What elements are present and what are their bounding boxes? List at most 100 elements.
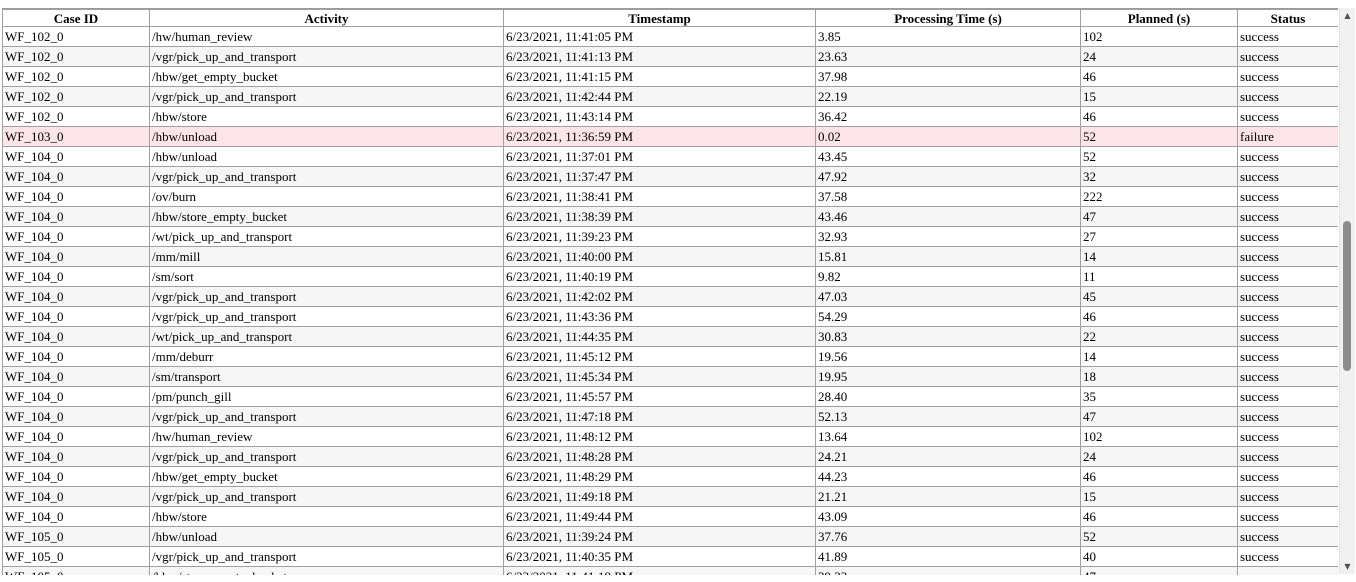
- cell-case-id: WF_104_0: [2, 306, 150, 327]
- table-row[interactable]: WF_104_0/hbw/unload 6/23/2021, 11:37:01 P…: [2, 146, 1338, 167]
- cell-timestamp: 6/23/2021, 11:38:39 PM: [503, 206, 816, 227]
- cell-processing-time: 43.46: [815, 206, 1081, 227]
- cell-case-id: WF_104_0: [2, 286, 150, 307]
- cell-status: success: [1237, 406, 1338, 427]
- table-row[interactable]: WF_104_0/vgr/pick_up_and_transport 6/23/2…: [2, 166, 1338, 187]
- cell-activity: /hw/human_review: [149, 26, 504, 47]
- cell-processing-time: 41.89: [815, 546, 1081, 567]
- cell-case-id: WF_104_0: [2, 166, 150, 187]
- cell-case-id: WF_104_0: [2, 366, 150, 387]
- cell-timestamp: 6/23/2021, 11:48:29 PM: [503, 466, 816, 487]
- scrollbar-thumb[interactable]: [1343, 221, 1351, 371]
- table-row[interactable]: WF_104_0/sm/sort 6/23/2021, 11:40:19 PM 9.…: [2, 266, 1338, 287]
- cell-case-id: WF_104_0: [2, 506, 150, 527]
- cell-activity: /vgr/pick_up_and_transport: [149, 546, 504, 567]
- table-row[interactable]: WF_102_0/hbw/get_empty_bucket 6/23/2021, …: [2, 66, 1338, 87]
- table-row[interactable]: WF_104_0/hbw/get_empty_bucket 6/23/2021, …: [2, 466, 1338, 487]
- cell-processing-time: 21.21: [815, 486, 1081, 507]
- cell-planned: 18: [1080, 366, 1238, 387]
- cell-planned: 222: [1080, 186, 1238, 207]
- cell-processing-time: 52.13: [815, 406, 1081, 427]
- table-row[interactable]: WF_104_0/vgr/pick_up_and_transport 6/23/2…: [2, 286, 1338, 307]
- table-row[interactable]: WF_105_0/vgr/pick_up_and_transport 6/23/2…: [2, 546, 1338, 567]
- table-row[interactable]: WF_104_0/pm/punch_gill 6/23/2021, 11:45:5…: [2, 386, 1338, 407]
- cell-status: success: [1237, 486, 1338, 507]
- table-row[interactable]: WF_104_0/mm/mill 6/23/2021, 11:40:00 PM 15…: [2, 246, 1338, 267]
- table-row[interactable]: WF_104_0/mm/deburr 6/23/2021, 11:45:12 PM…: [2, 346, 1338, 367]
- cell-processing-time: 37.58: [815, 186, 1081, 207]
- table-row[interactable]: WF_104_0/wt/pick_up_and_transport 6/23/20…: [2, 226, 1338, 247]
- table-row[interactable]: WF_104_0/ov/burn 6/23/2021, 11:38:41 PM 37…: [2, 186, 1338, 207]
- cell-status: success: [1237, 146, 1338, 167]
- table-row[interactable]: WF_102_0/hw/human_review 6/23/2021, 11:41…: [2, 26, 1338, 47]
- table-row[interactable]: WF_104_0/sm/transport 6/23/2021, 11:45:34…: [2, 366, 1338, 387]
- cell-processing-time: 19.56: [815, 346, 1081, 367]
- column-header-planned[interactable]: Planned (s): [1080, 9, 1238, 27]
- cell-processing-time: 13.64: [815, 426, 1081, 447]
- column-header-case-id[interactable]: Case ID: [2, 9, 150, 27]
- cell-activity: /hbw/store: [149, 106, 504, 127]
- cell-planned: 22: [1080, 326, 1238, 347]
- cell-status: success: [1237, 46, 1338, 67]
- cell-status: success: [1237, 386, 1338, 407]
- cell-status: success: [1237, 306, 1338, 327]
- cell-planned: 47: [1080, 566, 1238, 575]
- cell-planned: 27: [1080, 226, 1238, 247]
- cell-activity: /pm/punch_gill: [149, 386, 504, 407]
- cell-activity: /vgr/pick_up_and_transport: [149, 286, 504, 307]
- cell-status: success: [1237, 166, 1338, 187]
- table-row[interactable]: WF_104_0/vgr/pick_up_and_transport 6/23/2…: [2, 486, 1338, 507]
- cell-processing-time: 15.81: [815, 246, 1081, 267]
- table-row[interactable]: WF_104_0/vgr/pick_up_and_transport 6/23/2…: [2, 406, 1338, 427]
- cell-processing-time: 47.03: [815, 286, 1081, 307]
- table-row[interactable]: WF_104_0/vgr/pick_up_and_transport 6/23/2…: [2, 446, 1338, 467]
- cell-planned: 35: [1080, 386, 1238, 407]
- cell-status: success: [1237, 246, 1338, 267]
- table-row[interactable]: WF_105_0/hbw/unload 6/23/2021, 11:39:24 P…: [2, 526, 1338, 547]
- table-row[interactable]: WF_104_0/hw/human_review 6/23/2021, 11:48…: [2, 426, 1338, 447]
- table-viewport[interactable]: WF_102_0 /vgr/pick_up_and_transport 6/23…: [2, 8, 1338, 575]
- vertical-scrollbar[interactable]: ▲ ▼: [1339, 8, 1355, 574]
- table-row[interactable]: WF_104_0/hbw/store 6/23/2021, 11:49:44 PM…: [2, 506, 1338, 527]
- cell-planned: 24: [1080, 46, 1238, 67]
- cell-timestamp: 6/23/2021, 11:37:01 PM: [503, 146, 816, 167]
- table-row[interactable]: WF_102_0/vgr/pick_up_and_transport 6/23/2…: [2, 46, 1338, 67]
- cell-timestamp: 6/23/2021, 11:43:36 PM: [503, 306, 816, 327]
- cell-processing-time: 36.42: [815, 106, 1081, 127]
- scroll-up-arrow-icon[interactable]: ▲: [1344, 11, 1351, 20]
- column-header-timestamp[interactable]: Timestamp: [503, 9, 816, 27]
- cell-status: success: [1237, 206, 1338, 227]
- cell-status: success: [1237, 226, 1338, 247]
- column-header-processing-time[interactable]: Processing Time (s): [815, 9, 1081, 27]
- cell-processing-time: 0.02: [815, 126, 1081, 147]
- cell-planned: 46: [1080, 66, 1238, 87]
- cell-planned: 46: [1080, 306, 1238, 327]
- cell-case-id: WF_102_0: [2, 86, 150, 107]
- cell-activity: /wt/pick_up_and_transport: [149, 326, 504, 347]
- table-row[interactable]: WF_104_0/wt/pick_up_and_transport 6/23/20…: [2, 326, 1338, 347]
- table-row[interactable]: WF_104_0/hbw/store_empty_bucket 6/23/2021…: [2, 206, 1338, 227]
- cell-activity: /hbw/get_empty_bucket: [149, 66, 504, 87]
- cell-processing-time: 43.09: [815, 506, 1081, 527]
- cell-status: success: [1237, 346, 1338, 367]
- cell-case-id: WF_105_0: [2, 566, 150, 575]
- table-row[interactable]: WF_102_0/hbw/store 6/23/2021, 11:43:14 PM…: [2, 106, 1338, 127]
- cell-activity: /hw/human_review: [149, 426, 504, 447]
- table-row[interactable]: WF_105_0/hbw/store_empty_bucket6/23/2021…: [2, 566, 1338, 575]
- cell-planned: 46: [1080, 506, 1238, 527]
- cell-timestamp: 6/23/2021, 11:39:24 PM: [503, 526, 816, 547]
- cell-processing-time: 37.98: [815, 66, 1081, 87]
- column-header-activity[interactable]: Activity: [149, 9, 504, 27]
- cell-timestamp: 6/23/2021, 11:41:13 PM: [503, 46, 816, 67]
- cell-planned: 52: [1080, 526, 1238, 547]
- cell-timestamp: 6/23/2021, 11:44:35 PM: [503, 326, 816, 347]
- column-header-status[interactable]: Status: [1237, 9, 1338, 27]
- cell-timestamp: 6/23/2021, 11:41:19 PM: [503, 566, 816, 575]
- cell-case-id: WF_104_0: [2, 486, 150, 507]
- cell-activity: /hbw/store_empty_bucket: [149, 206, 504, 227]
- table-row[interactable]: WF_104_0/vgr/pick_up_and_transport 6/23/2…: [2, 306, 1338, 327]
- table-row[interactable]: WF_102_0/vgr/pick_up_and_transport 6/23/2…: [2, 86, 1338, 107]
- cell-timestamp: 6/23/2021, 11:37:47 PM: [503, 166, 816, 187]
- table-row[interactable]: WF_103_0/hbw/unload 6/23/2021, 11:36:59 P…: [2, 126, 1338, 147]
- scroll-down-arrow-icon[interactable]: ▼: [1344, 562, 1351, 571]
